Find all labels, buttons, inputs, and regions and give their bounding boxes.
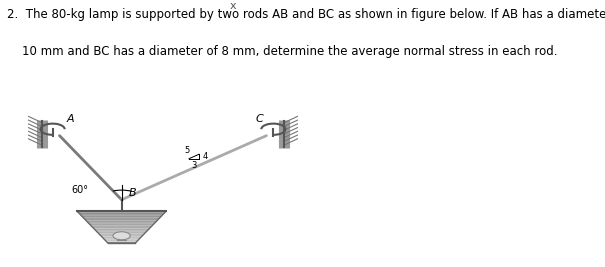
Polygon shape	[99, 233, 145, 235]
Text: 4: 4	[203, 152, 208, 161]
Polygon shape	[94, 229, 149, 230]
Polygon shape	[102, 237, 142, 238]
Text: 3: 3	[191, 161, 197, 170]
Text: 10 mm and BC has a diameter of 8 mm, determine the average normal stress in each: 10 mm and BC has a diameter of 8 mm, det…	[7, 45, 558, 58]
Polygon shape	[91, 225, 152, 227]
Text: 2.  The 80-kg lamp is supported by two rods AB and BC as shown in figure below. : 2. The 80-kg lamp is supported by two ro…	[7, 8, 605, 21]
Polygon shape	[106, 241, 137, 243]
Text: B: B	[128, 188, 136, 198]
Circle shape	[113, 232, 130, 240]
Text: 5: 5	[185, 146, 190, 155]
Polygon shape	[93, 227, 151, 229]
Polygon shape	[96, 230, 148, 232]
Polygon shape	[83, 217, 160, 219]
Text: 60°: 60°	[72, 185, 89, 195]
Polygon shape	[105, 240, 139, 241]
Text: x: x	[230, 1, 236, 11]
Polygon shape	[100, 235, 143, 237]
Polygon shape	[89, 224, 154, 225]
Polygon shape	[97, 232, 146, 233]
Text: C: C	[255, 115, 263, 124]
Polygon shape	[82, 216, 162, 217]
Polygon shape	[85, 219, 159, 221]
Polygon shape	[86, 221, 157, 222]
Polygon shape	[80, 214, 163, 216]
Polygon shape	[103, 238, 140, 240]
Polygon shape	[88, 222, 155, 224]
Polygon shape	[78, 213, 165, 214]
Polygon shape	[77, 211, 166, 213]
Text: A: A	[67, 115, 74, 124]
